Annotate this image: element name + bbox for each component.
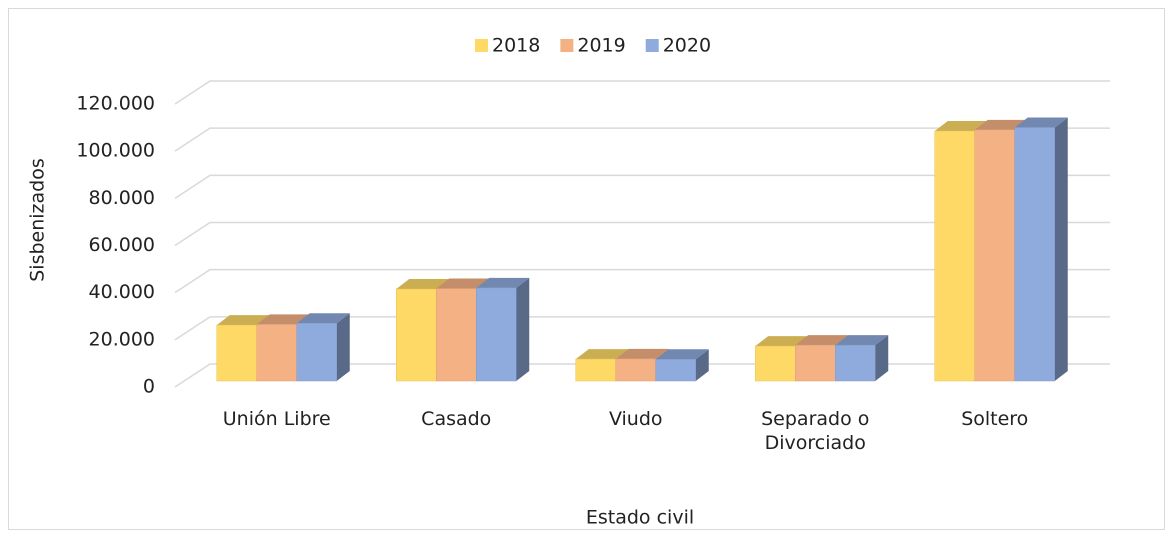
legend-swatch (645, 39, 659, 52)
bar-top (934, 121, 988, 132)
bar-top (476, 277, 530, 288)
legend-swatch (560, 39, 574, 52)
legend-swatch (475, 39, 488, 52)
x-tick-label: Casado (421, 408, 492, 430)
bar (436, 288, 477, 382)
bar-top (256, 314, 310, 325)
bar-side (695, 349, 709, 381)
bar (934, 130, 975, 382)
bar (216, 324, 257, 382)
bar-top (835, 335, 889, 346)
grid-line (174, 174, 1110, 199)
bar-top (575, 349, 629, 360)
bar-side (875, 335, 889, 381)
x-tick-label: Separado o Divorciado (761, 408, 870, 454)
x-tick-label: Soltero (961, 408, 1029, 430)
bar-top (436, 278, 490, 289)
bar-top (396, 279, 450, 290)
bar (575, 358, 616, 382)
bar (476, 287, 517, 382)
bar (795, 344, 836, 382)
y-tick-label: 0 (143, 376, 155, 398)
bar (256, 324, 297, 382)
bar-top (615, 348, 669, 359)
x-tick-label: Unión Libre (222, 408, 331, 430)
legend-label: 2020 (663, 35, 711, 57)
bar (655, 359, 696, 382)
y-tick-label: 60.000 (89, 234, 155, 256)
y-axis-title: Sisbenizados (27, 158, 49, 282)
legend-label: 2018 (492, 35, 540, 57)
bar-side (516, 277, 530, 381)
bar-side (336, 313, 350, 381)
y-tick-label: 120.000 (76, 93, 155, 115)
bar (974, 129, 1015, 382)
bar-top (296, 313, 350, 324)
grid-line (174, 268, 1110, 294)
grid-line (174, 316, 1110, 341)
bar-top (216, 315, 270, 326)
y-tick-label: 80.000 (89, 187, 155, 209)
bar-side (1054, 117, 1068, 382)
bar (755, 345, 796, 382)
grid-line (174, 80, 1110, 105)
y-tick-label: 100.000 (76, 140, 155, 162)
y-tick-label: 20.000 (89, 328, 155, 350)
bar (1014, 127, 1055, 382)
bar (296, 322, 337, 382)
legend-label: 2019 (577, 35, 625, 57)
x-tick-label: Viudo (608, 408, 663, 430)
bar-top (795, 335, 849, 346)
grid-line (174, 127, 1110, 152)
bar-top (655, 349, 709, 360)
bar (396, 288, 437, 382)
bar-top (755, 336, 809, 347)
bar-top (1014, 117, 1068, 128)
x-axis-title: Estado civil (586, 507, 694, 529)
grid-line (174, 221, 1110, 247)
y-tick-label: 40.000 (89, 281, 155, 303)
bar (615, 358, 656, 382)
bar (835, 344, 876, 382)
